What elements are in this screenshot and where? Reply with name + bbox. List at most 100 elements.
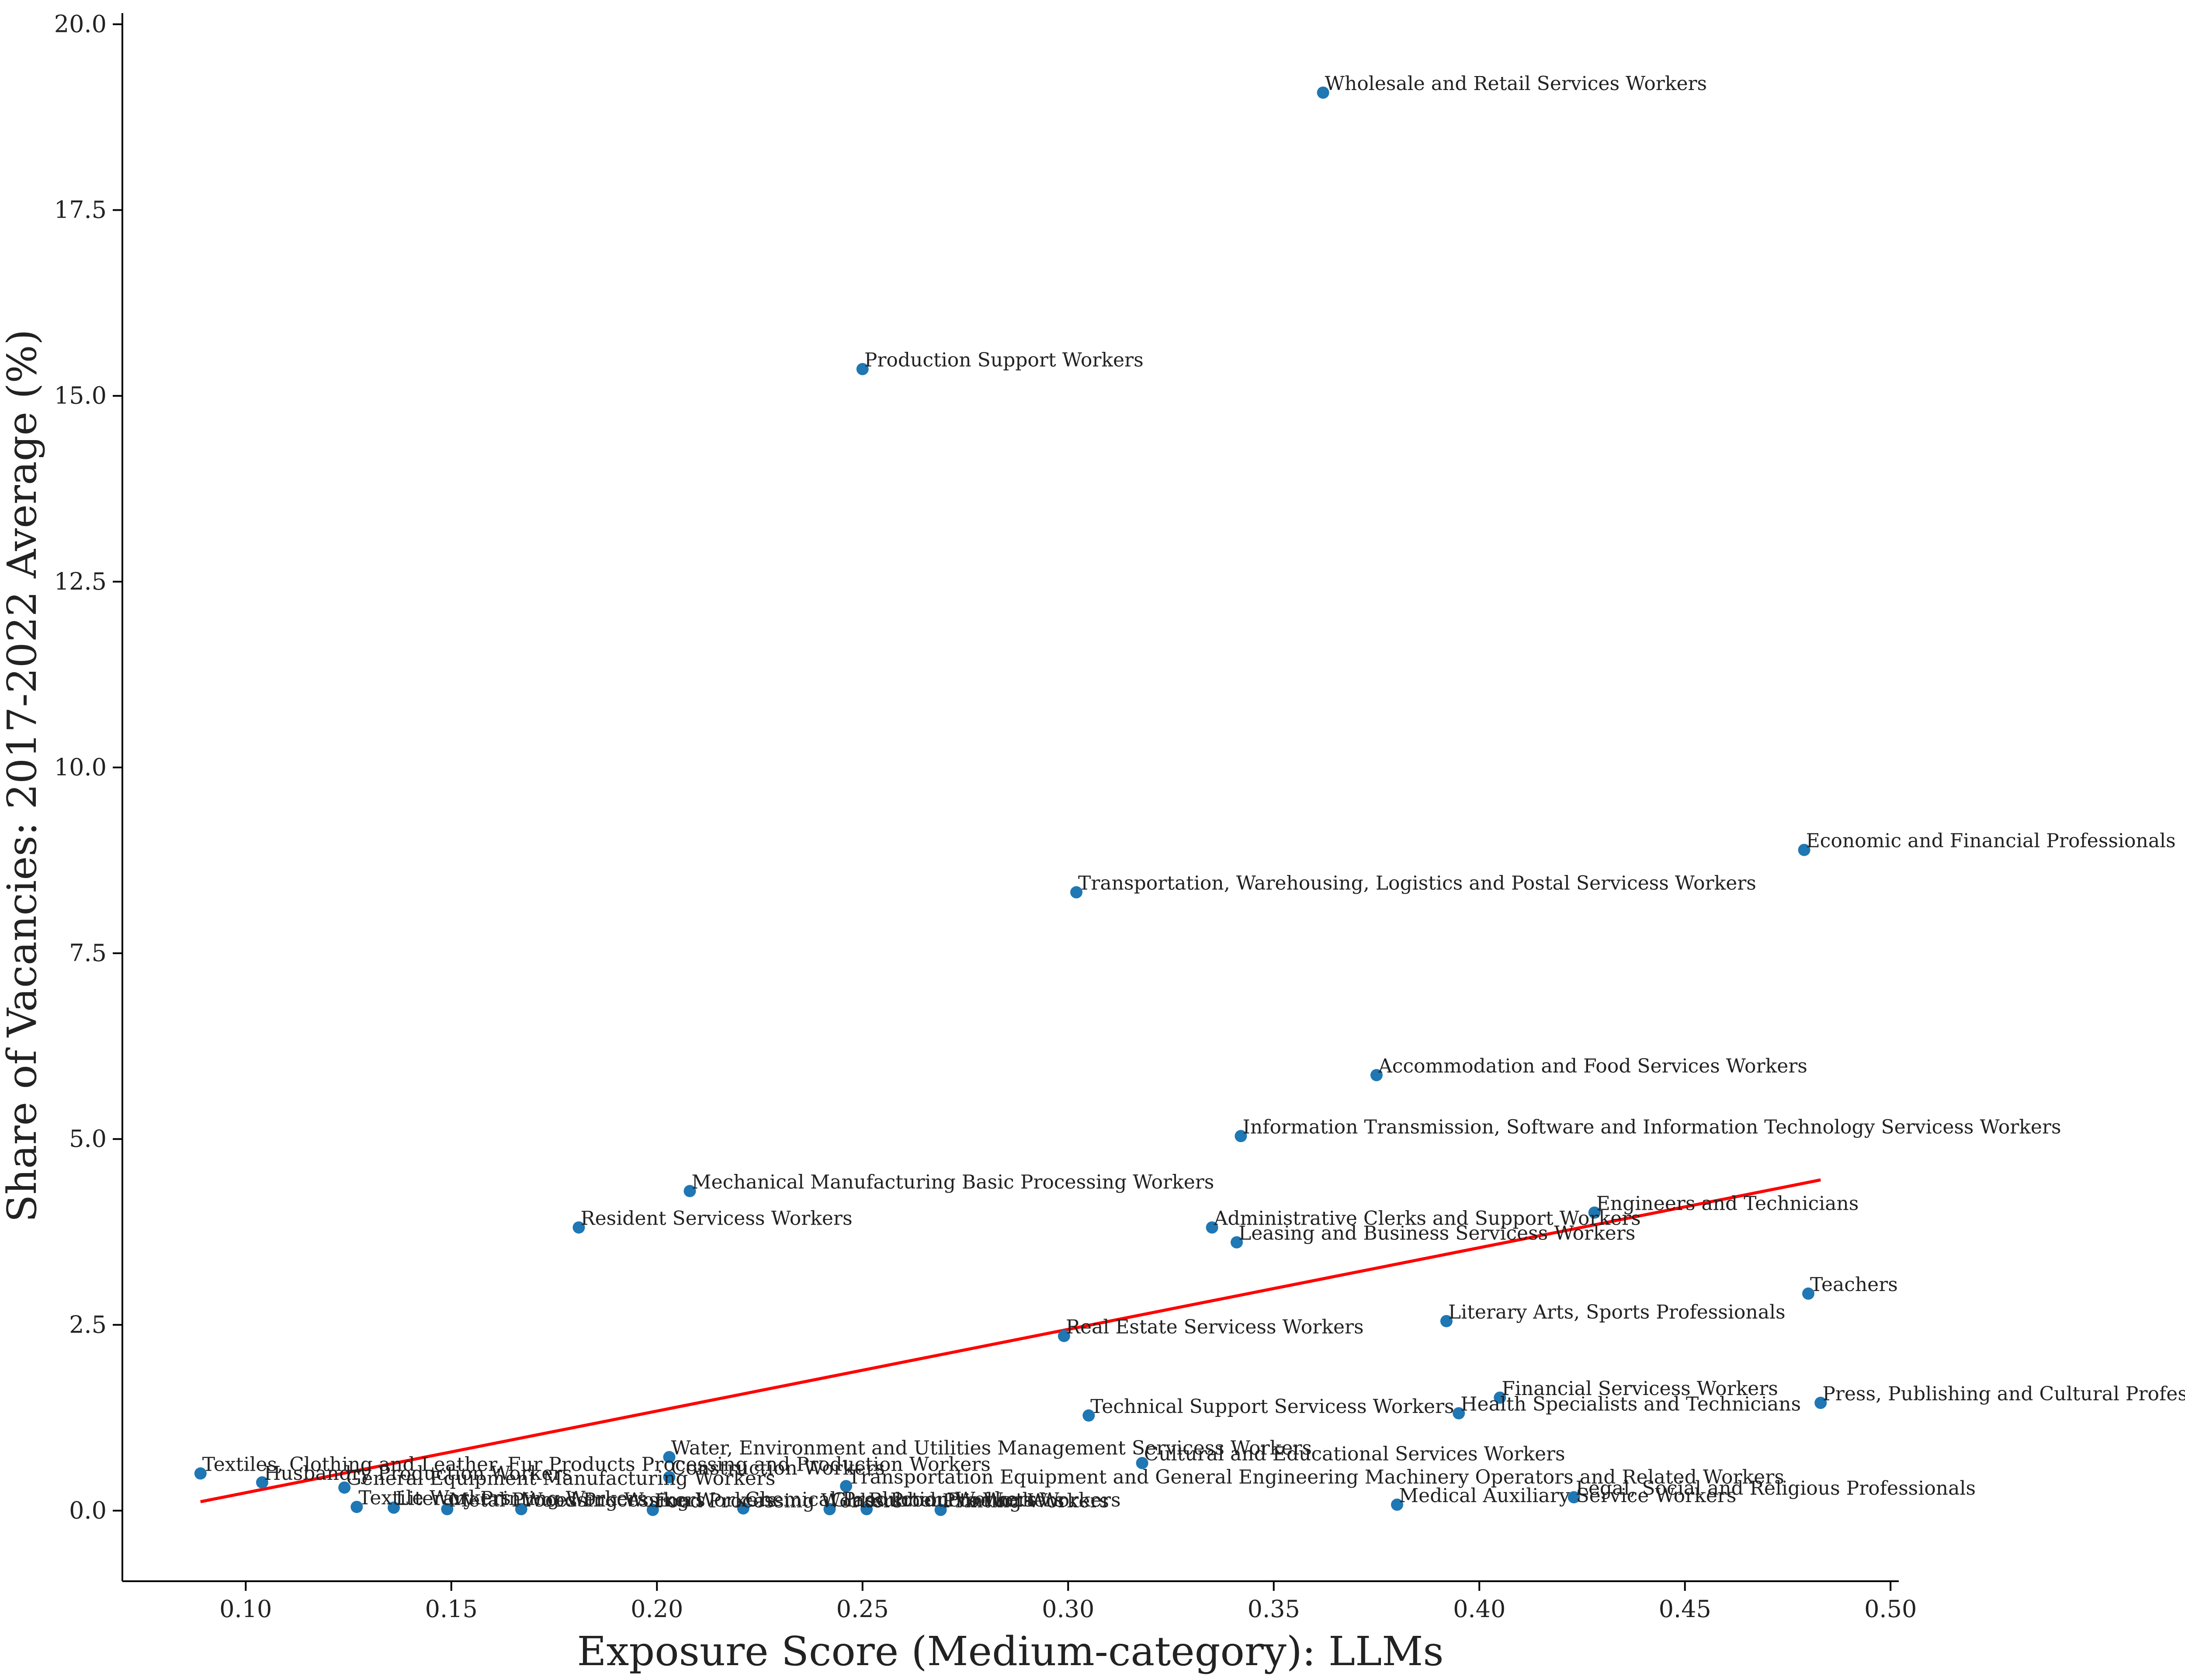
- data-point: [256, 1476, 268, 1489]
- data-point: [934, 1503, 947, 1516]
- data-point-label: Financial Servicess Workers: [1502, 1378, 1778, 1400]
- data-point-label: Wholesale and Retail Services Workers: [1325, 73, 1707, 95]
- data-point-label: Teachers: [1810, 1274, 1898, 1296]
- data-point: [1798, 843, 1810, 856]
- data-point: [860, 1503, 873, 1516]
- data-point: [737, 1502, 749, 1515]
- data-point-label: Press, Publishing and Cultural Professio…: [1822, 1383, 2185, 1405]
- data-point: [1231, 1236, 1243, 1249]
- data-point: [1136, 1457, 1148, 1469]
- x-tick-label: 0.30: [1042, 1595, 1094, 1623]
- data-point: [663, 1451, 676, 1464]
- data-point-label: Rubber Products Workers: [868, 1489, 1120, 1511]
- data-point-label: Information Transmission, Software and I…: [1242, 1116, 2061, 1138]
- y-tick-label: 12.5: [54, 568, 107, 595]
- data-point-label: Accommodation and Food Services Workers: [1378, 1055, 1807, 1077]
- data-point: [194, 1467, 207, 1480]
- data-point: [1206, 1221, 1218, 1234]
- data-point-label: Legal, Social and Religious Professional…: [1576, 1477, 1976, 1500]
- y-axis-title: Share of Vacancies: 2017-2022 Average (%…: [0, 329, 45, 1222]
- data-point-label: Construction Workers: [671, 1457, 884, 1479]
- data-point: [1070, 886, 1083, 899]
- data-point-label: Chemical Production Workers: [745, 1488, 1037, 1510]
- y-tick-label: 17.5: [54, 196, 107, 224]
- data-point: [1453, 1407, 1465, 1420]
- data-point-label: Textiles, Clothing and Leather, Fur Prod…: [202, 1453, 991, 1475]
- data-point-label: Real Estate Servicess Workers: [1066, 1316, 1364, 1338]
- data-point-label: Literary Arts, Sports Professionals: [1448, 1301, 1786, 1323]
- x-tick-label: 0.15: [425, 1595, 478, 1623]
- data-point-label: Engineers and Technicians: [1596, 1193, 1859, 1215]
- data-point-label: Printing Workers: [943, 1490, 1109, 1512]
- x-tick-label: 0.35: [1248, 1595, 1300, 1623]
- data-point-label: Economic and Financial Professionals: [1806, 830, 2176, 852]
- data-point: [646, 1503, 659, 1516]
- data-point-label: Metal Processing Workers: [449, 1489, 705, 1511]
- data-point: [1494, 1391, 1506, 1404]
- trend-layer: [200, 1178, 1821, 1503]
- data-point: [663, 1471, 676, 1483]
- data-point: [1317, 86, 1329, 99]
- data-point-label: Transportation, Warehousing, Logistics a…: [1078, 872, 1756, 895]
- x-axis-title: Exposure Score (Medium-category): LLMs: [577, 1628, 1443, 1675]
- data-point-label: Health Specialists and Technicians: [1460, 1393, 1801, 1416]
- data-point-label: Literary Printing Workers: [395, 1488, 647, 1510]
- y-tick-label: 5.0: [69, 1125, 107, 1152]
- x-tick-label: 0.40: [1453, 1595, 1505, 1623]
- data-point: [338, 1481, 351, 1494]
- data-point: [856, 363, 869, 375]
- data-point: [1588, 1206, 1601, 1219]
- y-tick-label: 7.5: [69, 939, 107, 967]
- data-point-label: Transportation Equipment and General Eng…: [848, 1466, 1784, 1488]
- x-tick-label: 0.20: [631, 1595, 683, 1623]
- x-tick-label: 0.10: [219, 1595, 272, 1623]
- data-point: [515, 1503, 527, 1516]
- data-point-label: Husbandry Production Workers: [264, 1462, 572, 1485]
- y-tick-label: 0.0: [69, 1496, 107, 1524]
- data-point-label: Mechanical Manufacturing Basic Processin…: [692, 1171, 1214, 1193]
- data-point-label: Medical Auxiliary Service Workers: [1399, 1485, 1736, 1507]
- y-tick-label: 15.0: [54, 382, 107, 410]
- data-point: [840, 1480, 853, 1493]
- x-tick-label: 0.25: [836, 1595, 889, 1623]
- axes-layer: [121, 13, 1899, 1582]
- y-tick-label: 10.0: [54, 753, 107, 781]
- data-point: [1440, 1315, 1453, 1327]
- data-point-label: Production Support Workers: [864, 349, 1144, 371]
- trend-line: [200, 1178, 1821, 1503]
- data-point: [1391, 1498, 1404, 1511]
- data-point: [350, 1500, 363, 1513]
- data-point: [1802, 1287, 1814, 1300]
- y-ticks: 0.0 2.5 5.0 7.5 10.0 12.5 15.0 17.5 20.0: [54, 10, 122, 1524]
- point-labels-layer: Wholesale and Retail Services Workers Pro…: [202, 73, 2185, 1512]
- x-tick-label: 0.50: [1864, 1595, 1917, 1623]
- data-point-label: Administrative Clerks and Support Worker…: [1214, 1208, 1641, 1230]
- data-point-label: Technical Support Servicess Workers: [1090, 1395, 1454, 1418]
- data-point-label: Resident Servicess Workers: [580, 1208, 852, 1230]
- data-point: [388, 1501, 400, 1514]
- y-tick-label: 2.5: [69, 1311, 107, 1338]
- y-tick-label: 20.0: [54, 10, 107, 38]
- data-point: [441, 1503, 454, 1516]
- x-tick-label: 0.45: [1659, 1595, 1711, 1623]
- data-point: [683, 1185, 696, 1198]
- data-point: [572, 1221, 585, 1234]
- x-ticks: 0.10 0.15 0.20 0.25 0.30 0.35 0.40 0.45 0.50: [219, 1581, 1917, 1623]
- data-point: [823, 1503, 836, 1516]
- data-point: [1568, 1491, 1580, 1503]
- data-point-label: Textile Workers: [358, 1487, 511, 1509]
- data-point: [1814, 1396, 1827, 1409]
- data-point: [1235, 1130, 1247, 1142]
- data-point-label: Water, Environment and Utilities Managem…: [671, 1437, 1311, 1459]
- data-point-label: Wood Processing Workers: [523, 1489, 777, 1511]
- data-point-label: Food Processing Workers: [655, 1490, 902, 1512]
- data-point: [1058, 1329, 1070, 1342]
- data-point: [1082, 1409, 1095, 1422]
- data-point-label: Glass Products Workers: [831, 1489, 1064, 1511]
- data-point-label: General Equipment Manufacturing Workers: [346, 1468, 775, 1490]
- data-point-label: Cultural and Educational Services Worker…: [1144, 1443, 1565, 1465]
- data-point: [1370, 1069, 1383, 1081]
- points-layer: [194, 86, 1827, 1516]
